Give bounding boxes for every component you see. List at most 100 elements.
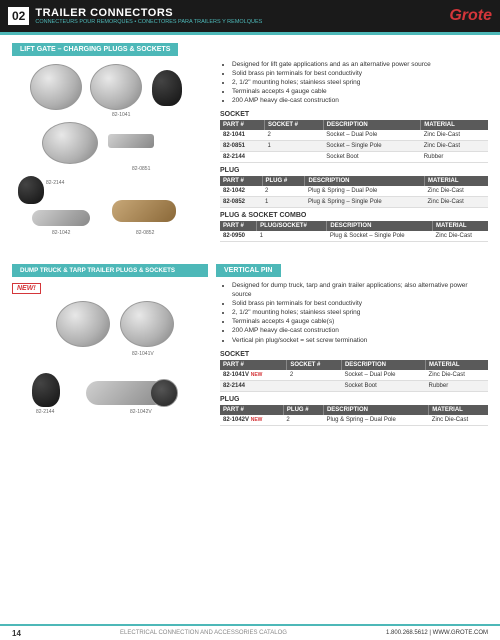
table-cell: Rubber: [421, 152, 488, 163]
spec-table: PART #PLUG #DESCRIPTIONMATERIAL82-1042V …: [220, 405, 488, 426]
table-cell: [287, 380, 342, 391]
image-label: 82-1041: [112, 112, 130, 118]
table-cell: Zinc Die-Cast: [429, 415, 488, 426]
new-badge: NEW!: [12, 283, 41, 294]
section1-title: LIFT GATE – CHARGING PLUGS & SOCKETS: [12, 43, 178, 56]
table-cell: Zinc Die-Cast: [421, 130, 488, 141]
product-image: [18, 176, 44, 204]
table-cell: Zinc Die-Cast: [421, 141, 488, 152]
product-image: [150, 379, 178, 407]
product-image: [56, 301, 110, 347]
table-row: 82-08511Socket – Single PoleZinc Die-Cas…: [220, 141, 488, 152]
product-image: [108, 134, 154, 148]
table-row: 82-08521Plug & Spring – Single PoleZinc …: [220, 197, 488, 208]
table-cell: 2: [287, 370, 342, 381]
table-cell: 82-2144: [220, 152, 265, 163]
table-cell: 82-2144: [220, 380, 287, 391]
table-cell: Zinc Die-Cast: [433, 231, 488, 242]
table-cell: 2: [262, 186, 305, 197]
image-label: 82-2144: [36, 409, 54, 415]
table-cell: 82-1041V NEW: [220, 370, 287, 381]
product-image: [120, 301, 174, 347]
section2-bullets: Designed for dump truck, tarp and grain …: [220, 281, 488, 345]
table-header: PLUG #: [283, 405, 323, 415]
table-row: 82-09501Plug & Socket – Single PoleZinc …: [220, 231, 488, 242]
header-title: TRAILER CONNECTORS: [35, 7, 262, 19]
table-header: MATERIAL: [429, 405, 488, 415]
table-title: SOCKET: [220, 111, 488, 118]
table-title: PLUG & SOCKET COMBO: [220, 212, 488, 219]
table-cell: Socket Boot: [323, 152, 420, 163]
table-row: 82-1041V NEW2Socket – Dual PoleZinc Die-…: [220, 370, 488, 381]
section2-title-row: DUMP TRUCK & TARP TRAILER PLUGS & SOCKET…: [12, 256, 488, 281]
table-row: 82-10422Plug & Spring – Dual PoleZinc Di…: [220, 186, 488, 197]
table-cell: 82-1042: [220, 186, 262, 197]
section1-images: 82-1041 82-0851 82-2144 82-1042 82-0852: [12, 60, 212, 250]
product-image: [32, 373, 60, 407]
bullet-item: Designed for dump truck, tarp and grain …: [232, 281, 488, 299]
bullet-item: Terminals accepts 4 gauge cable(s): [232, 317, 488, 326]
bullet-item: 2, 1/2" mounting holes; stainless steel …: [232, 78, 488, 87]
page-header: 02 TRAILER CONNECTORS CONNECTEURS POUR R…: [0, 0, 500, 32]
table-cell: Zinc Die-Cast: [426, 370, 488, 381]
section1-bullets: Designed for lift gate applications and …: [220, 60, 488, 105]
table-cell: Zinc Die-Cast: [424, 197, 488, 208]
bullet-item: 2, 1/2" mounting holes; stainless steel …: [232, 308, 488, 317]
table-cell: Socket – Dual Pole: [323, 130, 420, 141]
product-image: [32, 210, 90, 226]
spec-table: PART #SOCKET #DESCRIPTIONMATERIAL82-1041…: [220, 360, 488, 392]
footer-page-number: 14: [12, 629, 21, 638]
section1-row: 82-1041 82-0851 82-2144 82-1042 82-0852 …: [12, 60, 488, 250]
new-tag: NEW: [251, 417, 263, 423]
table-header: MATERIAL: [426, 360, 488, 370]
table-cell: 1: [262, 197, 305, 208]
bullet-item: 200 AMP heavy die-cast construction: [232, 96, 488, 105]
table-title: PLUG: [220, 396, 488, 403]
spec-table: PART #PLUG #DESCRIPTIONMATERIAL82-10422P…: [220, 176, 488, 208]
table-cell: 82-0851: [220, 141, 265, 152]
header-subtitle: CONNECTEURS POUR REMORQUES • CONECTORES …: [35, 19, 262, 25]
bullet-item: Solid brass pin terminals for best condu…: [232, 69, 488, 78]
brand-logo: Grote: [449, 7, 492, 25]
spec-table: PART #SOCKET #DESCRIPTIONMATERIAL82-1041…: [220, 120, 488, 163]
table-cell: Socket – Single Pole: [323, 141, 420, 152]
table-header: DESCRIPTION: [341, 360, 425, 370]
table-header: SOCKET #: [287, 360, 342, 370]
header-left: 02 TRAILER CONNECTORS CONNECTEURS POUR R…: [8, 7, 262, 25]
table-cell: 82-1042V NEW: [220, 415, 283, 426]
table-header: PART #: [220, 120, 265, 130]
table-row: 82-1042V NEW2Plug & Spring – Dual PoleZi…: [220, 415, 488, 426]
table-cell: 2: [265, 130, 324, 141]
table-header: MATERIAL: [421, 120, 488, 130]
table-row: 82-2144 Socket BootRubber: [220, 152, 488, 163]
section2-right-title: VERTICAL PIN: [216, 264, 281, 277]
table-cell: Plug & Spring – Dual Pole: [323, 415, 428, 426]
table-header: PART #: [220, 176, 262, 186]
table-cell: 82-1041: [220, 130, 265, 141]
table-cell: Plug & Socket – Single Pole: [327, 231, 433, 242]
table-header: DESCRIPTION: [327, 221, 433, 231]
image-label: 82-1042: [52, 230, 70, 236]
table-cell: Socket – Dual Pole: [341, 370, 425, 381]
table-row: 82-10412Socket – Dual PoleZinc Die-Cast: [220, 130, 488, 141]
header-title-block: TRAILER CONNECTORS CONNECTEURS POUR REMO…: [35, 7, 262, 25]
bullet-item: 200 AMP heavy die-cast construction: [232, 326, 488, 335]
table-cell: [265, 152, 324, 163]
table-cell: 1: [257, 231, 327, 242]
table-header: PART #: [220, 221, 257, 231]
table-row: 82-2144Socket BootRubber: [220, 380, 488, 391]
table-cell: Rubber: [426, 380, 488, 391]
table-cell: 82-0852: [220, 197, 262, 208]
table-title: SOCKET: [220, 351, 488, 358]
bullet-item: Terminals accepts 4 gauge cable: [232, 87, 488, 96]
table-header: SOCKET #: [265, 120, 324, 130]
table-header: DESCRIPTION: [305, 176, 425, 186]
section2-left-title: DUMP TRUCK & TARP TRAILER PLUGS & SOCKET…: [12, 264, 208, 277]
spec-table: PART #PLUG/SOCKET#DESCRIPTIONMATERIAL82-…: [220, 221, 488, 242]
image-label: 82-2144: [46, 180, 64, 186]
section1-data: Designed for lift gate applications and …: [220, 60, 488, 250]
footer-contact: 1.800.268.5612 | WWW.GROTE.COM: [386, 630, 488, 636]
page-footer: 14 ELECTRICAL CONNECTION AND ACCESSORIES…: [0, 624, 500, 640]
table-header: PLUG/SOCKET#: [257, 221, 327, 231]
footer-catalog-name: ELECTRICAL CONNECTION AND ACCESSORIES CA…: [120, 630, 287, 636]
